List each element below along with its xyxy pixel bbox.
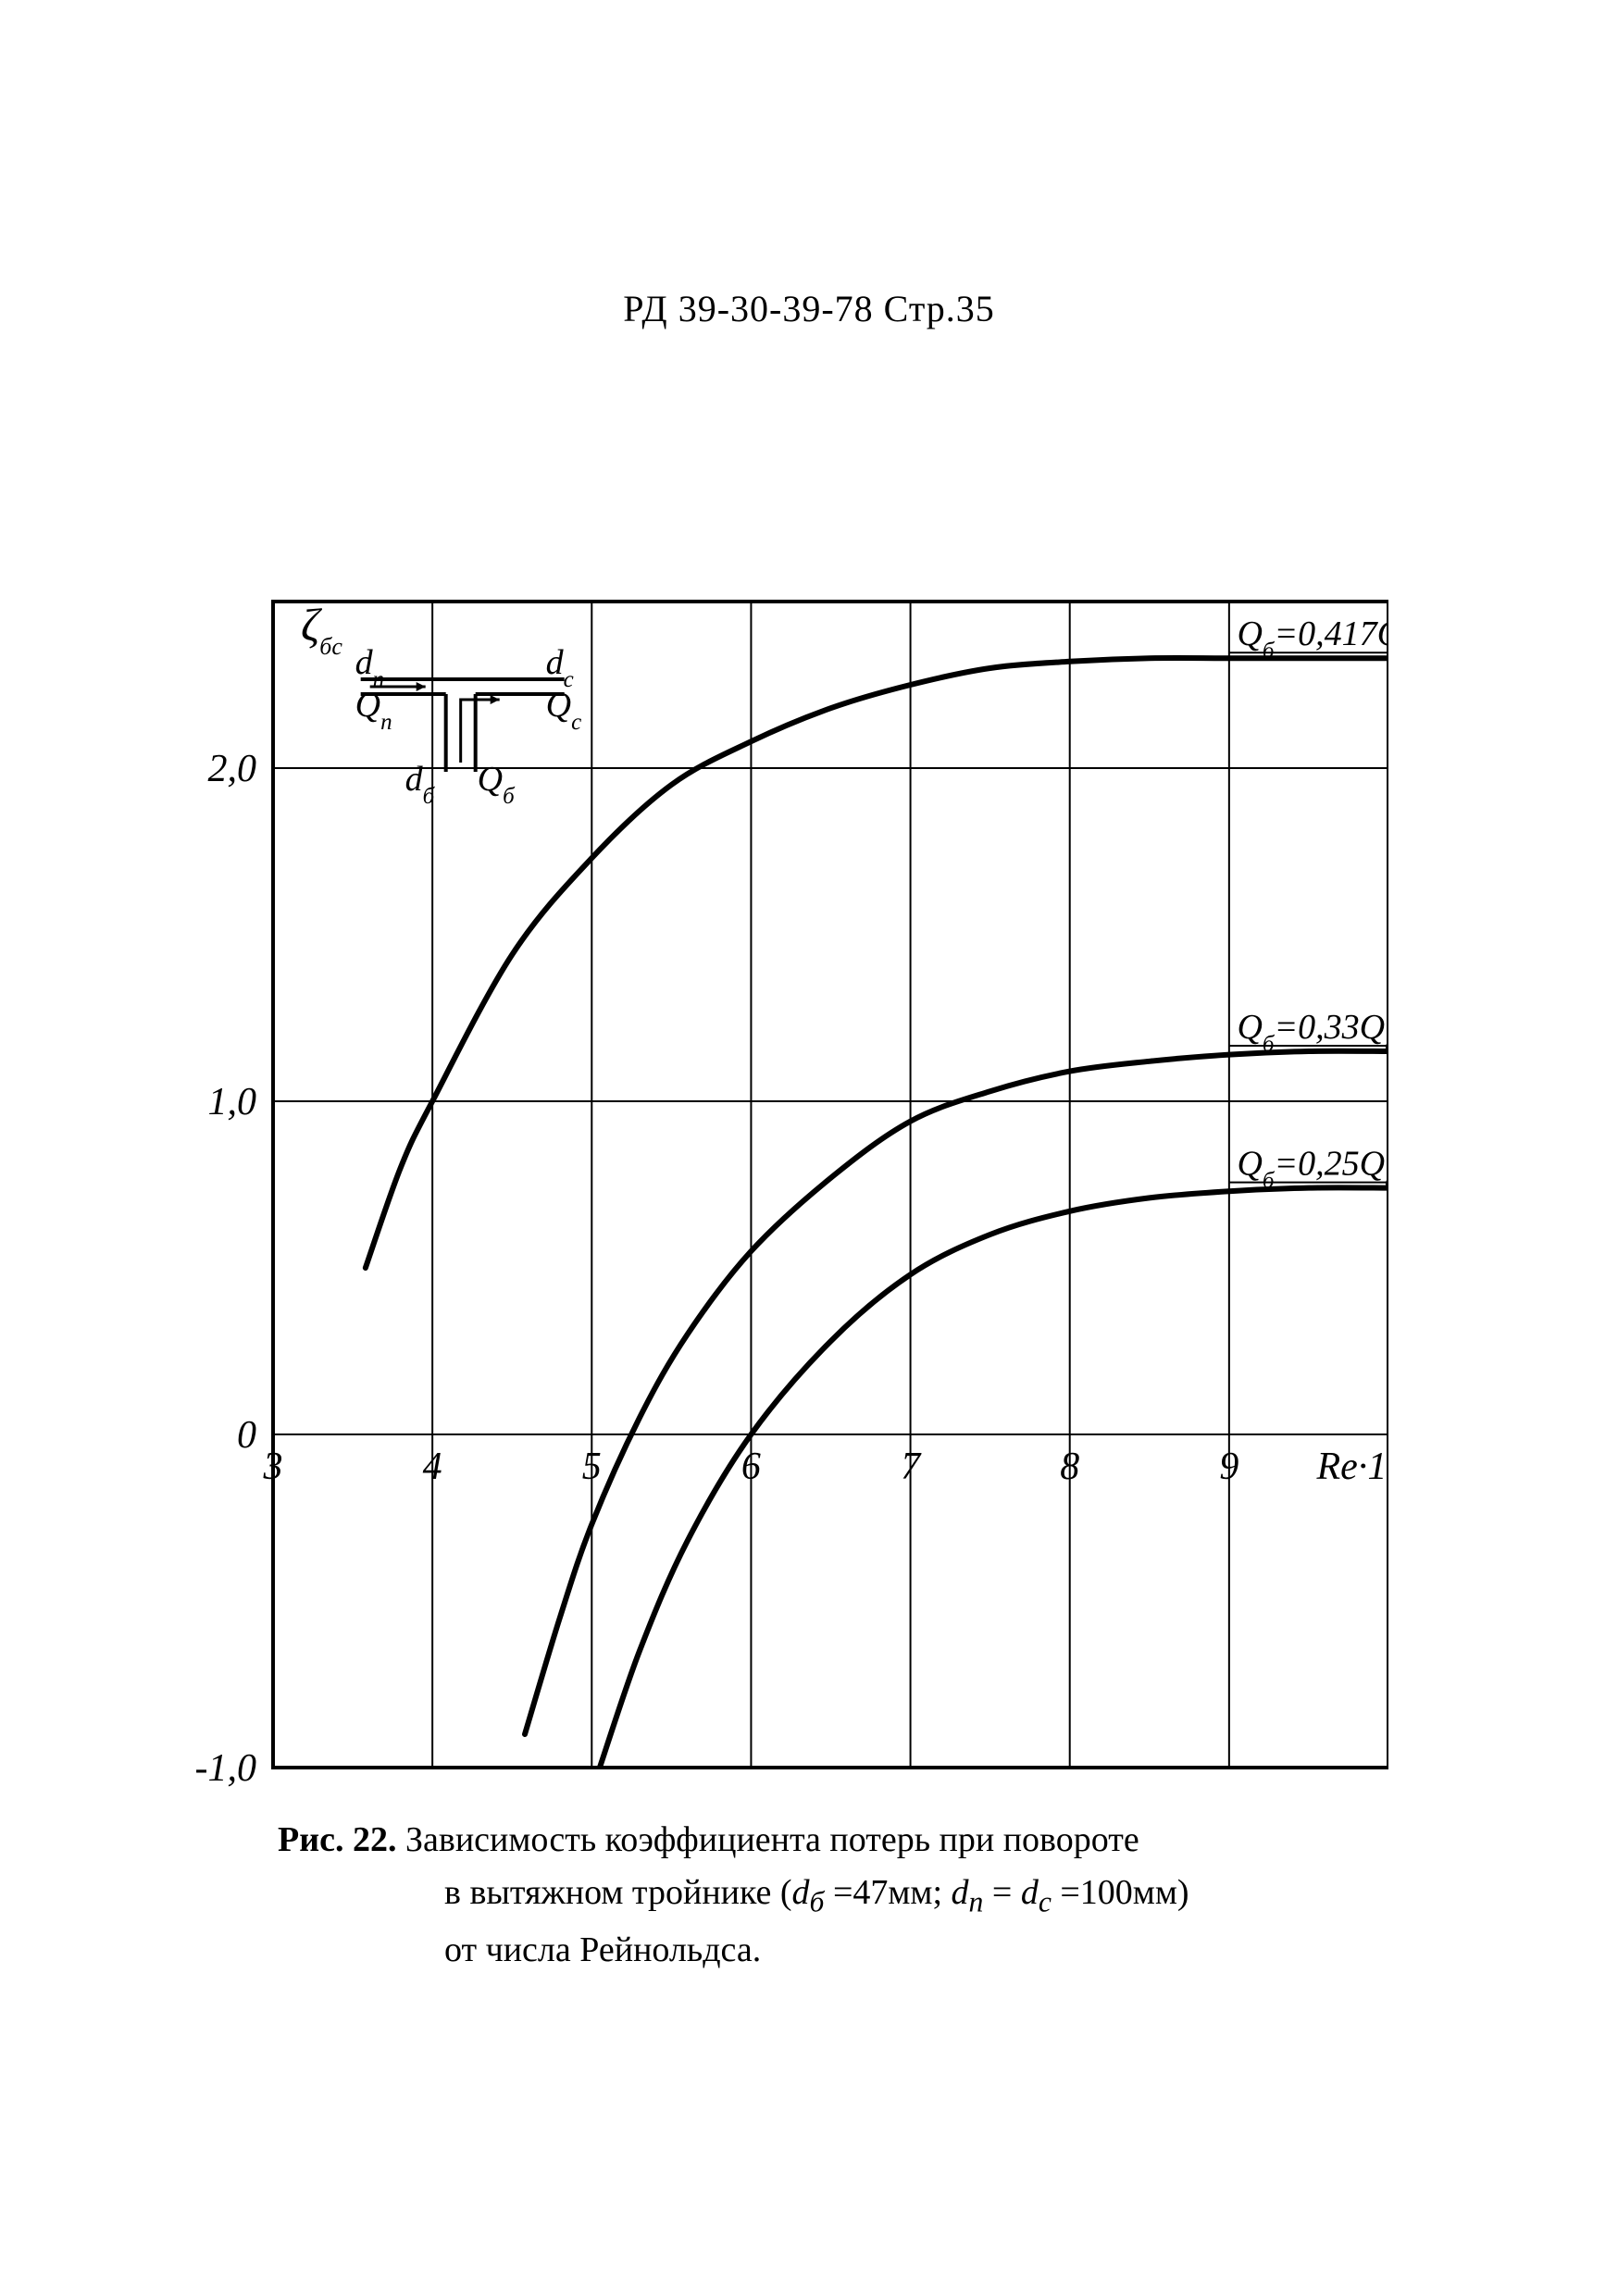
svg-text:5: 5 xyxy=(582,1446,602,1488)
svg-text:7: 7 xyxy=(901,1446,922,1488)
svg-text:dn: dn xyxy=(355,643,385,692)
caption-line1: Зависимость коэффициента потерь при пово… xyxy=(405,1820,1139,1859)
svg-text:4: 4 xyxy=(423,1446,442,1488)
svg-text:dб: dб xyxy=(405,760,436,809)
figure-number: Рис. 22. xyxy=(278,1820,396,1859)
curve-1 xyxy=(366,658,1388,1268)
svg-text:Qc: Qc xyxy=(546,686,582,735)
caption-line3: от числа Рейнольдса. xyxy=(278,1924,1388,1977)
svg-text:8: 8 xyxy=(1060,1446,1079,1488)
curve-3 xyxy=(600,1187,1388,1768)
svg-text:Re·10-4: Re·10-4 xyxy=(1316,1446,1388,1488)
page-header: РД 39-30-39-78 Стр.35 xyxy=(0,287,1618,330)
svg-text:Qб: Qб xyxy=(478,760,516,809)
svg-text:ζбc: ζбc xyxy=(301,599,342,660)
svg-text:dc: dc xyxy=(546,643,574,692)
svg-text:2,0: 2,0 xyxy=(208,748,257,790)
svg-text:1,0: 1,0 xyxy=(208,1081,257,1123)
caption-line2a: в вытяжном тройнике ( xyxy=(444,1873,792,1912)
svg-text:0: 0 xyxy=(237,1414,256,1457)
figure-caption: Рис. 22. Зависимость коэффициента потерь… xyxy=(278,1814,1388,1977)
svg-text:-1,0: -1,0 xyxy=(195,1747,257,1790)
svg-text:6: 6 xyxy=(741,1446,761,1488)
svg-text:3: 3 xyxy=(263,1446,283,1488)
chart: 3456789Re·10-4-1,001,02,0ζбcQб=0,417QcQб… xyxy=(185,592,1388,1795)
svg-text:9: 9 xyxy=(1219,1446,1238,1488)
